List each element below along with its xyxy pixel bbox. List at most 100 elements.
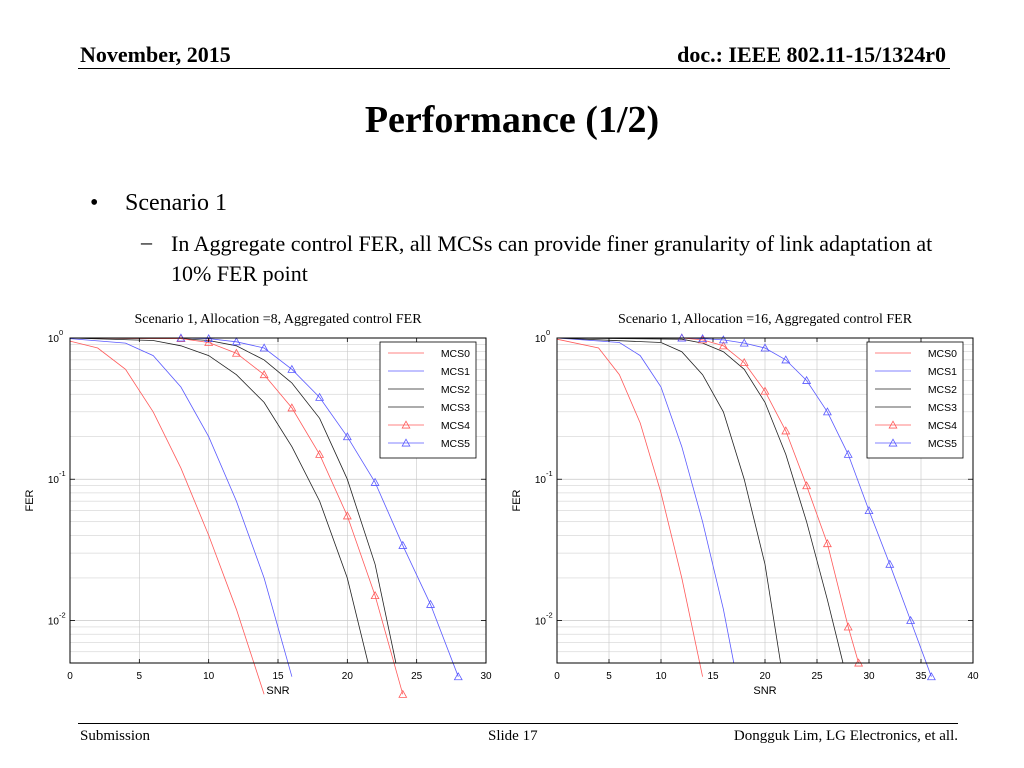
x-tick-label: 40	[967, 671, 979, 682]
y-tick-label-base: 10	[535, 616, 547, 627]
y-tick-label-exponent: -2	[59, 610, 66, 619]
data-point-mcs5	[315, 392, 325, 401]
data-point-mcs4	[739, 357, 749, 367]
x-tick-label: 10	[203, 671, 215, 682]
legend-label: MCS0	[928, 348, 957, 360]
data-point-mcs5	[885, 559, 895, 568]
x-tick-label: 30	[863, 671, 875, 682]
y-tick-label-exponent: -1	[546, 469, 553, 478]
data-point-mcs5	[906, 615, 916, 624]
series-line-mcs2	[69, 337, 369, 664]
bullet-marker: •	[90, 190, 99, 216]
x-tick-label: 5	[606, 671, 612, 682]
chart-title: Scenario 1, Allocation =8, Aggregated co…	[134, 312, 422, 327]
x-axis-label: SNR	[753, 685, 776, 697]
data-point-mcs4	[781, 426, 791, 435]
legend-label: MCS0	[441, 348, 470, 360]
x-tick-label: 15	[272, 671, 284, 682]
data-point-mcs4	[370, 590, 380, 600]
legend-label: MCS2	[928, 384, 957, 396]
data-point-mcs4	[315, 449, 325, 458]
series-line-mcs1	[69, 338, 293, 677]
series-line-mcs5	[557, 337, 932, 677]
series-line-mcs0	[69, 340, 265, 695]
legend-label: MCS1	[441, 366, 470, 378]
y-tick-label-exponent: 0	[546, 328, 550, 337]
legend-label: MCS4	[928, 420, 957, 432]
data-point-mcs4	[760, 386, 770, 395]
series-line-mcs3	[556, 337, 844, 664]
data-point-mcs5	[926, 672, 936, 681]
y-tick-label-base: 10	[535, 475, 547, 486]
x-tick-label: 0	[67, 671, 73, 682]
data-point-mcs4	[398, 689, 408, 698]
header-doc-id: doc.: IEEE 802.11-15/1324r0	[677, 42, 946, 67]
y-tick-label-exponent: -2	[546, 610, 553, 619]
legend-label: MCS2	[441, 384, 470, 396]
footer-author: Dongguk Lim, LG Electronics, et all.	[733, 728, 958, 744]
footer-rule	[78, 723, 958, 724]
data-point-mcs5	[259, 343, 269, 352]
sub-bullet-text: In Aggregate control FER, all MCSs can p…	[171, 231, 933, 286]
data-point-mcs5	[287, 364, 297, 373]
legend: MCS0 MCS1 MCS2 MCS3 MCS4 MCS5	[866, 341, 964, 459]
y-axis-label: FER	[511, 489, 523, 511]
data-point-mcs5	[864, 505, 874, 515]
chart-title: Scenario 1, Allocation =16, Aggregated c…	[618, 312, 913, 327]
data-point-mcs5	[718, 335, 728, 344]
data-point-mcs5	[843, 449, 853, 458]
x-tick-label: 30	[480, 671, 492, 682]
data-point-mcs5	[426, 599, 436, 608]
data-point-mcs4	[843, 622, 853, 631]
legend-box	[379, 341, 477, 459]
x-tick-label: 15	[707, 671, 719, 682]
x-tick-label: 25	[411, 671, 423, 682]
legend-label: MCS3	[441, 402, 470, 414]
x-tick-label: 35	[915, 671, 927, 682]
data-point-mcs5	[342, 432, 352, 441]
series-line-mcs0	[556, 338, 703, 677]
data-point-mcs4	[718, 341, 728, 350]
y-axis-label: FER	[24, 489, 36, 511]
data-point-mcs5	[453, 672, 463, 681]
bullet-text: Scenario 1	[125, 190, 227, 216]
data-point-mcs5	[370, 477, 380, 486]
x-tick-label: 0	[554, 671, 560, 682]
footer-submission: Submission	[80, 728, 151, 744]
data-point-mcs5	[781, 355, 791, 364]
x-tick-label: 10	[655, 671, 667, 682]
x-tick-label: 25	[811, 671, 823, 682]
legend-label: MCS5	[441, 438, 470, 450]
legend-box	[866, 341, 964, 459]
x-tick-label: 5	[137, 671, 143, 682]
y-tick-label-base: 10	[48, 616, 60, 627]
data-point-mcs5	[802, 375, 812, 384]
sub-bullet-marker: –	[141, 229, 152, 254]
y-tick-label-base: 10	[535, 334, 547, 345]
data-point-mcs4	[231, 348, 241, 357]
legend-marker-mcs5	[401, 438, 411, 447]
y-tick-label-base: 10	[48, 475, 60, 486]
series-line-mcs3	[69, 337, 397, 664]
legend-label: MCS5	[928, 438, 957, 450]
data-point-mcs4	[259, 370, 269, 379]
legend-marker-mcs4	[888, 420, 898, 429]
legend-label: MCS1	[928, 366, 957, 378]
y-tick-label-base: 10	[48, 334, 60, 345]
data-point-mcs4	[822, 539, 832, 548]
series-line-mcs1	[556, 337, 735, 664]
data-point-mcs5	[822, 407, 832, 416]
slide-title: Performance (1/2)	[364, 99, 660, 141]
series-line-mcs4	[69, 337, 404, 695]
x-tick-label: 20	[342, 671, 354, 682]
data-point-mcs5	[739, 338, 749, 347]
x-axis-label: SNR	[266, 685, 289, 697]
data-point-mcs5	[760, 343, 770, 352]
data-point-mcs4	[342, 511, 352, 520]
footer-slide-number: Slide 17	[488, 728, 538, 744]
legend: MCS0 MCS1 MCS2 MCS3 MCS4 MCS5	[379, 341, 477, 459]
data-point-mcs5	[398, 540, 408, 549]
